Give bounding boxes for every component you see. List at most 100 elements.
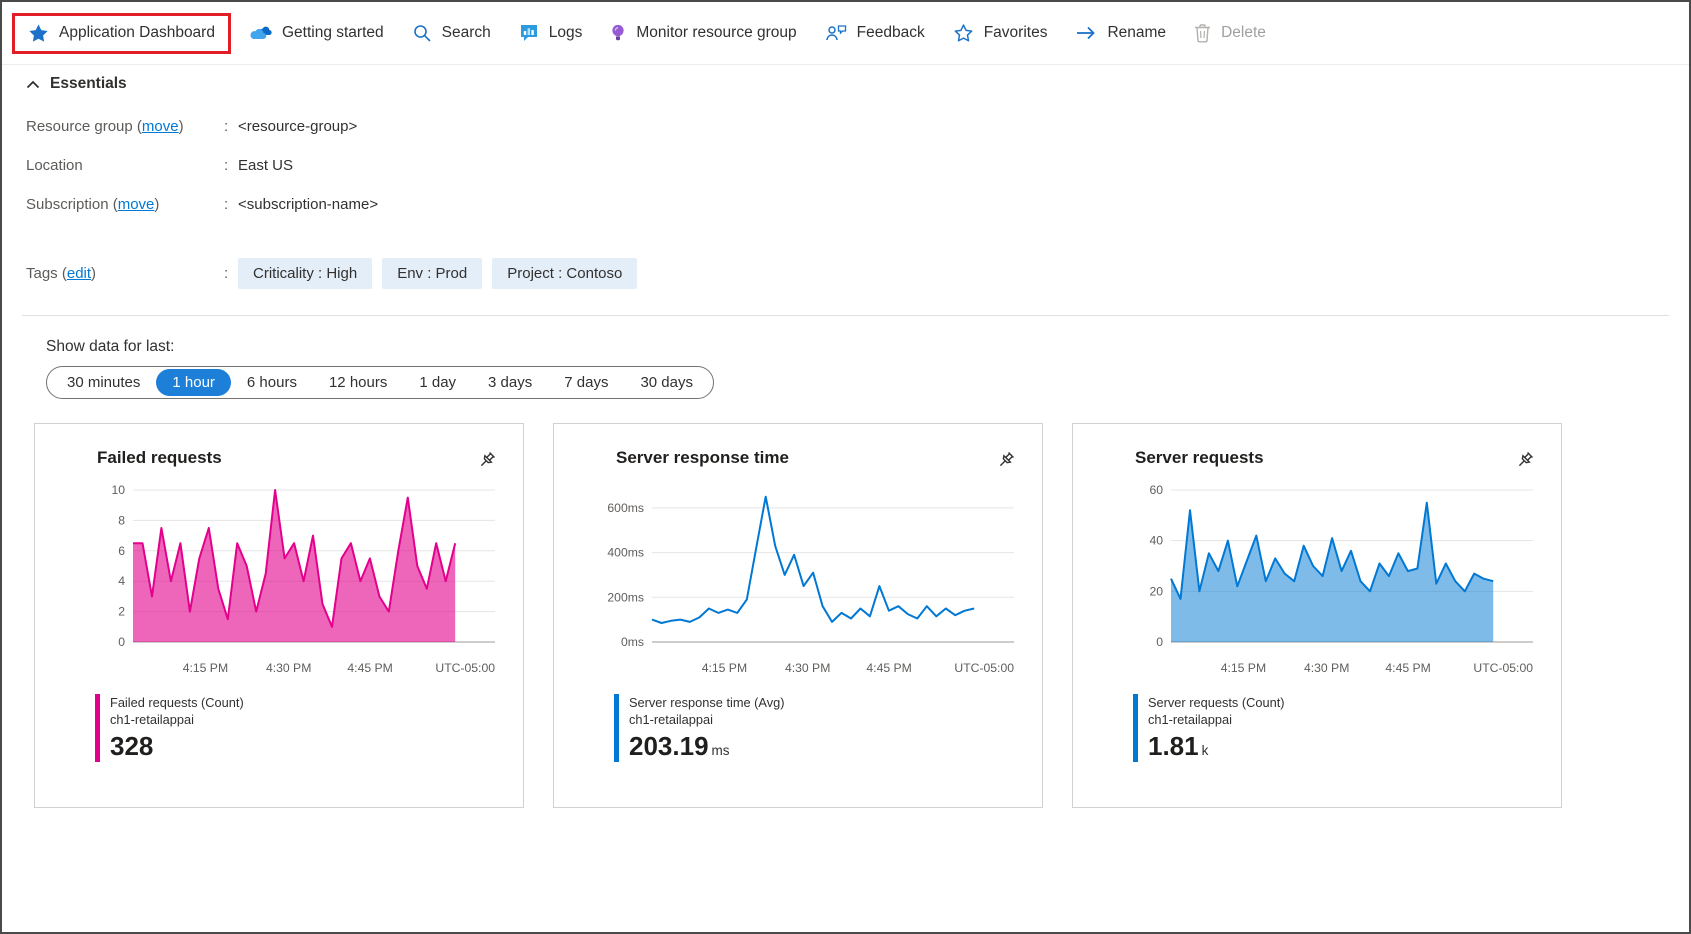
time-option-30-days[interactable]: 30 days bbox=[624, 369, 709, 396]
pin-icon bbox=[1513, 450, 1535, 472]
metric-cards: Failed requests 0 2 4 6 8 10 4:15 PM 4:30 PM 4:4… bbox=[34, 423, 1689, 808]
toolbar-item-label: Rename bbox=[1107, 24, 1167, 41]
legend-resource-name: ch1-retailappai bbox=[110, 712, 194, 728]
command-bar: Application Dashboard Getting started Se… bbox=[2, 2, 1689, 65]
resource-group-row: Resource group (move) : <resource-group> bbox=[26, 107, 1665, 146]
legend-total: 1.81 k bbox=[1148, 731, 1285, 762]
location-row: Location : East US bbox=[26, 146, 1665, 185]
pin-button[interactable] bbox=[990, 446, 1020, 479]
favorites-star-icon bbox=[953, 23, 974, 44]
svg-text:0: 0 bbox=[1156, 635, 1163, 649]
feedback-person-icon bbox=[825, 23, 847, 43]
tags-label: Tags (edit) bbox=[26, 265, 97, 282]
tags-row: Tags (edit) : Criticality : High Env : P… bbox=[26, 258, 1665, 289]
legend-metric-name: Failed requests (Count) bbox=[110, 695, 244, 710]
toolbar-logs[interactable]: Logs bbox=[505, 14, 597, 52]
toolbar-rename[interactable]: Rename bbox=[1061, 15, 1180, 51]
highlight-annotation: Application Dashboard bbox=[12, 12, 231, 54]
move-link[interactable]: move bbox=[141, 118, 179, 135]
trash-icon bbox=[1194, 23, 1211, 43]
toolbar-application-dashboard[interactable]: Application Dashboard bbox=[15, 16, 228, 51]
arrow-right-icon bbox=[1075, 25, 1097, 41]
time-option-1-day[interactable]: 1 day bbox=[403, 369, 472, 396]
time-range-selector: 30 minutes 1 hour 6 hours 12 hours 1 day… bbox=[46, 366, 714, 399]
chart-title: Failed requests bbox=[97, 448, 222, 467]
svg-text:4:15 PM: 4:15 PM bbox=[1221, 661, 1266, 675]
resource-group-value: <resource-group> bbox=[238, 118, 358, 135]
time-range-label: Show data for last: bbox=[46, 338, 175, 355]
svg-text:4:15 PM: 4:15 PM bbox=[183, 661, 228, 675]
toolbar-search[interactable]: Search bbox=[398, 14, 505, 52]
card-server-requests[interactable]: Server requests 0 20 40 60 4:15 PM 4:30 PM 4:4… bbox=[1072, 423, 1562, 808]
section-divider bbox=[22, 315, 1669, 316]
separator: : bbox=[224, 196, 229, 213]
svg-text:6: 6 bbox=[118, 544, 125, 558]
metric-value: 328 bbox=[110, 730, 154, 761]
legend-total: 203.19 ms bbox=[629, 731, 785, 762]
essentials-section: Essentials Resource group (move) : <reso… bbox=[2, 65, 1689, 289]
toolbar-monitor-resource-group[interactable]: Monitor resource group bbox=[596, 14, 810, 52]
essentials-toggle[interactable]: Essentials bbox=[26, 69, 127, 99]
metric-unit: k bbox=[1201, 742, 1209, 758]
pin-button[interactable] bbox=[1509, 446, 1539, 479]
time-option-7-days[interactable]: 7 days bbox=[548, 369, 624, 396]
time-option-1-hour[interactable]: 1 hour bbox=[156, 369, 231, 396]
legend-metric-name: Server response time (Avg) bbox=[629, 695, 785, 710]
svg-text:UTC-05:00: UTC-05:00 bbox=[1473, 661, 1533, 675]
legend-color-bar bbox=[1133, 694, 1138, 762]
logs-icon bbox=[519, 23, 539, 43]
chevron-up-icon bbox=[26, 80, 40, 89]
toolbar-getting-started[interactable]: Getting started bbox=[235, 14, 398, 52]
svg-text:4:45 PM: 4:45 PM bbox=[866, 661, 911, 675]
time-option-12-hours[interactable]: 12 hours bbox=[313, 369, 403, 396]
toolbar-feedback[interactable]: Feedback bbox=[811, 14, 939, 52]
essentials-rows: Resource group (move) : <resource-group>… bbox=[26, 107, 1665, 224]
svg-text:4:30 PM: 4:30 PM bbox=[266, 661, 311, 675]
server-requests-chart: 0 20 40 60 4:15 PM 4:30 PM 4:45 PM UTC-05:00 bbox=[1149, 483, 1533, 675]
legend-resource-name: ch1-retailappai bbox=[1148, 712, 1232, 728]
card-server-response-time[interactable]: Server response time 0ms 200ms 400ms 600ms 4… bbox=[553, 423, 1043, 808]
legend-color-bar bbox=[614, 694, 619, 762]
search-icon bbox=[412, 23, 432, 43]
metric-value: 1.81 bbox=[1148, 730, 1199, 761]
svg-text:2: 2 bbox=[118, 605, 125, 619]
svg-text:UTC-05:00: UTC-05:00 bbox=[435, 661, 495, 675]
card-failed-requests[interactable]: Failed requests 0 2 4 6 8 10 4:15 PM 4:30 PM 4:4… bbox=[34, 423, 524, 808]
toolbar-item-label: Delete bbox=[1221, 24, 1266, 41]
toolbar-delete[interactable]: Delete bbox=[1180, 14, 1280, 52]
subscription-label: Subscription (move) bbox=[26, 196, 160, 213]
toolbar-item-label: Logs bbox=[548, 24, 583, 41]
edit-link[interactable]: edit bbox=[66, 265, 92, 282]
svg-text:4: 4 bbox=[118, 574, 125, 588]
svg-text:600ms: 600ms bbox=[607, 501, 644, 515]
svg-text:400ms: 400ms bbox=[607, 546, 644, 560]
chart-title: Server response time bbox=[616, 448, 789, 467]
time-option-6-hours[interactable]: 6 hours bbox=[231, 369, 313, 396]
svg-text:0: 0 bbox=[118, 635, 125, 649]
move-link[interactable]: move bbox=[117, 196, 155, 213]
svg-text:60: 60 bbox=[1149, 483, 1163, 497]
time-option-30-minutes[interactable]: 30 minutes bbox=[51, 369, 156, 396]
time-option-3-days[interactable]: 3 days bbox=[472, 369, 548, 396]
svg-text:4:30 PM: 4:30 PM bbox=[1304, 661, 1349, 675]
pin-button[interactable] bbox=[471, 446, 501, 479]
chart-legend: Server response time (Avg) ch1-retailapp… bbox=[614, 694, 1042, 762]
toolbar-favorites[interactable]: Favorites bbox=[939, 14, 1062, 53]
svg-text:4:45 PM: 4:45 PM bbox=[347, 661, 392, 675]
tag-pill-env[interactable]: Env : Prod bbox=[382, 258, 483, 289]
pin-icon bbox=[475, 450, 497, 472]
chart-legend: Server requests (Count) ch1-retailappai … bbox=[1133, 694, 1561, 762]
toolbar-item-label: Search bbox=[441, 24, 491, 41]
essentials-title: Essentials bbox=[50, 75, 127, 92]
tag-pill-project[interactable]: Project : Contoso bbox=[492, 258, 638, 289]
pin-icon bbox=[994, 450, 1016, 472]
tag-pill-criticality[interactable]: Criticality : High bbox=[238, 258, 373, 289]
server-response-time-chart: 0ms 200ms 400ms 600ms 4:15 PM 4:30 PM 4:45 PM U… bbox=[607, 495, 1014, 675]
dashboard-star-icon bbox=[28, 23, 49, 44]
toolbar-item-label: Monitor resource group bbox=[636, 24, 797, 41]
legend-resource-name: ch1-retailappai bbox=[629, 712, 713, 728]
chart-title: Server requests bbox=[1135, 448, 1264, 467]
svg-text:4:30 PM: 4:30 PM bbox=[785, 661, 830, 675]
svg-text:8: 8 bbox=[118, 513, 125, 527]
